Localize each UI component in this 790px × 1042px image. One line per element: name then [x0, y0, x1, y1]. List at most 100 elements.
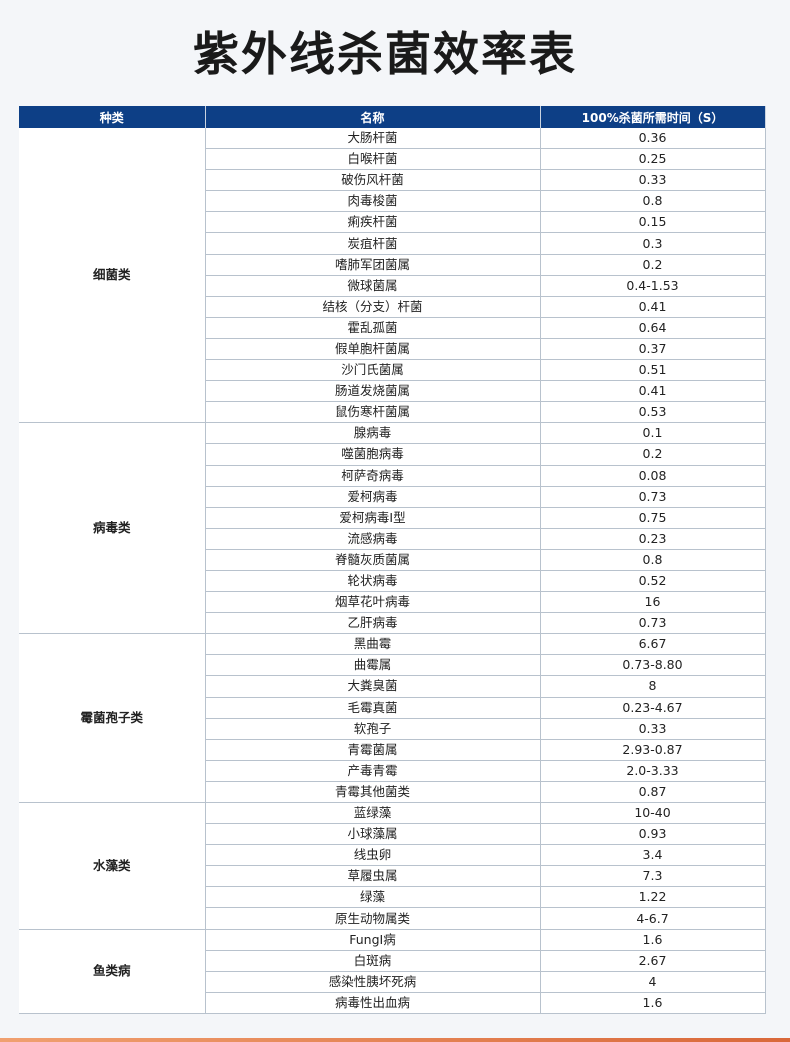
time-cell: 0.1 — [539, 422, 766, 445]
name-cell: 白喉杆菌 — [204, 148, 541, 171]
name-cell: 青霉菌属 — [204, 739, 541, 761]
table-row: 鱼类病 FungI病 1.6 — [19, 929, 766, 1014]
header-category: 种类 — [19, 106, 206, 128]
time-cell: 0.15 — [539, 211, 766, 234]
name-cell: 大粪臭菌 — [204, 675, 541, 698]
time-cell: 0.23 — [539, 528, 766, 550]
time-cell: 4-6.7 — [539, 907, 766, 930]
name-cell: 柯萨奇病毒 — [204, 465, 541, 487]
table-row: 嗜肺军团菌属 0.2 — [19, 254, 766, 276]
time-cell: 0.2 — [539, 254, 766, 276]
time-cell: 8 — [539, 675, 766, 698]
time-cell: 0.4-1.53 — [539, 275, 766, 297]
table-header-row: 种类 名称 100%杀菌所需时间（S） — [19, 106, 766, 128]
time-cell: 16 — [539, 591, 766, 614]
header-name: 名称 — [205, 106, 541, 128]
time-cell: 10-40 — [539, 802, 766, 825]
time-cell: 0.93 — [539, 823, 766, 846]
name-cell: 感染性胰坏死病 — [204, 971, 541, 993]
table-row: 白斑病 2.67 — [19, 950, 766, 972]
name-cell: 蓝绿藻 — [204, 802, 541, 825]
time-cell: 0.53 — [539, 401, 766, 424]
name-cell: 嗜肺军团菌属 — [204, 254, 541, 276]
time-cell: 0.33 — [539, 169, 766, 192]
name-cell: 黑曲霉 — [204, 633, 541, 656]
table-row: 肉毒梭菌 0.8 — [19, 190, 766, 213]
name-cell: 产毒青霉 — [204, 760, 541, 782]
category-cell: 水藻类 — [19, 802, 206, 930]
name-cell: 腺病毒 — [204, 422, 541, 445]
table-row: 流感病毒 0.23 — [19, 528, 766, 550]
name-cell: 白斑病 — [204, 950, 541, 972]
time-cell: 0.51 — [539, 359, 766, 382]
name-cell: 大肠杆菌 — [204, 128, 541, 150]
time-cell: 0.37 — [539, 338, 766, 361]
time-cell: 2.93-0.87 — [539, 739, 766, 761]
table-row: 柯萨奇病毒 0.08 — [19, 465, 766, 487]
name-cell: 炭疽杆菌 — [204, 232, 541, 255]
table-row: 产毒青霉 2.0-3.33 — [19, 760, 766, 782]
table-row: 绿藻 1.22 — [19, 886, 766, 909]
time-cell: 0.52 — [539, 570, 766, 593]
table-row: 轮状病毒 0.52 — [19, 570, 766, 593]
table-row: 白喉杆菌 0.25 — [19, 148, 766, 171]
name-cell: 微球菌属 — [204, 275, 541, 297]
name-cell: 爱柯病毒 — [204, 486, 541, 508]
name-cell: FungI病 — [204, 929, 541, 951]
time-cell: 4 — [539, 971, 766, 993]
category-cell: 细菌类 — [19, 128, 206, 424]
table-row: 病毒类 腺病毒 0.1 — [19, 422, 766, 635]
name-cell: 烟草花叶病毒 — [204, 591, 541, 614]
time-cell: 0.64 — [539, 317, 766, 339]
page-title: 紫外线杀菌效率表 — [193, 27, 577, 81]
name-cell: 草履虫属 — [204, 865, 541, 888]
time-cell: 0.2 — [539, 443, 766, 466]
time-cell: 0.36 — [539, 128, 766, 150]
table-row: 细菌类 大肠杆菌 0.36 — [19, 128, 766, 424]
name-cell: 软孢子 — [204, 718, 541, 740]
time-cell: 0.8 — [539, 190, 766, 213]
table-row: 病毒性出血病 1.6 — [19, 992, 766, 1014]
bottom-accent-bar — [0, 1038, 790, 1042]
name-cell: 肉毒梭菌 — [204, 190, 541, 213]
time-cell: 0.8 — [539, 549, 766, 571]
table-row: 感染性胰坏死病 4 — [19, 971, 766, 993]
time-cell: 0.23-4.67 — [539, 697, 766, 719]
time-cell: 7.3 — [539, 865, 766, 888]
table-row: 结核（分支）杆菌 0.41 — [19, 296, 766, 318]
time-cell: 0.41 — [539, 380, 766, 403]
time-cell: 1.22 — [539, 886, 766, 909]
time-cell: 1.6 — [539, 929, 766, 951]
uv-efficiency-table: 种类 名称 100%杀菌所需时间（S） 细菌类 大肠杆菌 0.36 白喉杆菌 0.25 破… — [19, 106, 766, 1014]
table-row: 曲霉属 0.73-8.80 — [19, 654, 766, 677]
name-cell: 原生动物属类 — [204, 907, 541, 930]
name-cell: 爱柯病毒I型 — [204, 507, 541, 529]
header-time: 100%杀菌所需时间（S） — [540, 106, 766, 128]
time-cell: 0.3 — [539, 232, 766, 255]
time-cell: 0.41 — [539, 296, 766, 318]
table-row: 线虫卵 3.4 — [19, 844, 766, 867]
table-row: 烟草花叶病毒 16 — [19, 591, 766, 614]
table-row: 乙肝病毒 0.73 — [19, 612, 766, 635]
category-cell: 霉菌孢子类 — [19, 633, 206, 803]
name-cell: 痢疾杆菌 — [204, 211, 541, 234]
name-cell: 毛霉真菌 — [204, 697, 541, 719]
name-cell: 肠道发烧菌属 — [204, 380, 541, 403]
table-row: 微球菌属 0.4-1.53 — [19, 275, 766, 297]
name-cell: 沙门氏菌属 — [204, 359, 541, 382]
name-cell: 曲霉属 — [204, 654, 541, 677]
table-row: 霉菌孢子类 黑曲霉 6.67 — [19, 633, 766, 803]
table-row: 草履虫属 7.3 — [19, 865, 766, 888]
name-cell: 轮状病毒 — [204, 570, 541, 593]
table-row: 青霉菌属 2.93-0.87 — [19, 739, 766, 761]
table-row: 沙门氏菌属 0.51 — [19, 359, 766, 382]
table-row: 青霉其他菌类 0.87 — [19, 781, 766, 804]
table-row: 痢疾杆菌 0.15 — [19, 211, 766, 234]
time-cell: 2.67 — [539, 950, 766, 972]
time-cell: 3.4 — [539, 844, 766, 867]
name-cell: 噬菌胞病毒 — [204, 443, 541, 466]
time-cell: 6.67 — [539, 633, 766, 656]
category-cell: 病毒类 — [19, 422, 206, 635]
name-cell: 鼠伤寒杆菌属 — [204, 401, 541, 424]
name-cell: 结核（分支）杆菌 — [204, 296, 541, 318]
